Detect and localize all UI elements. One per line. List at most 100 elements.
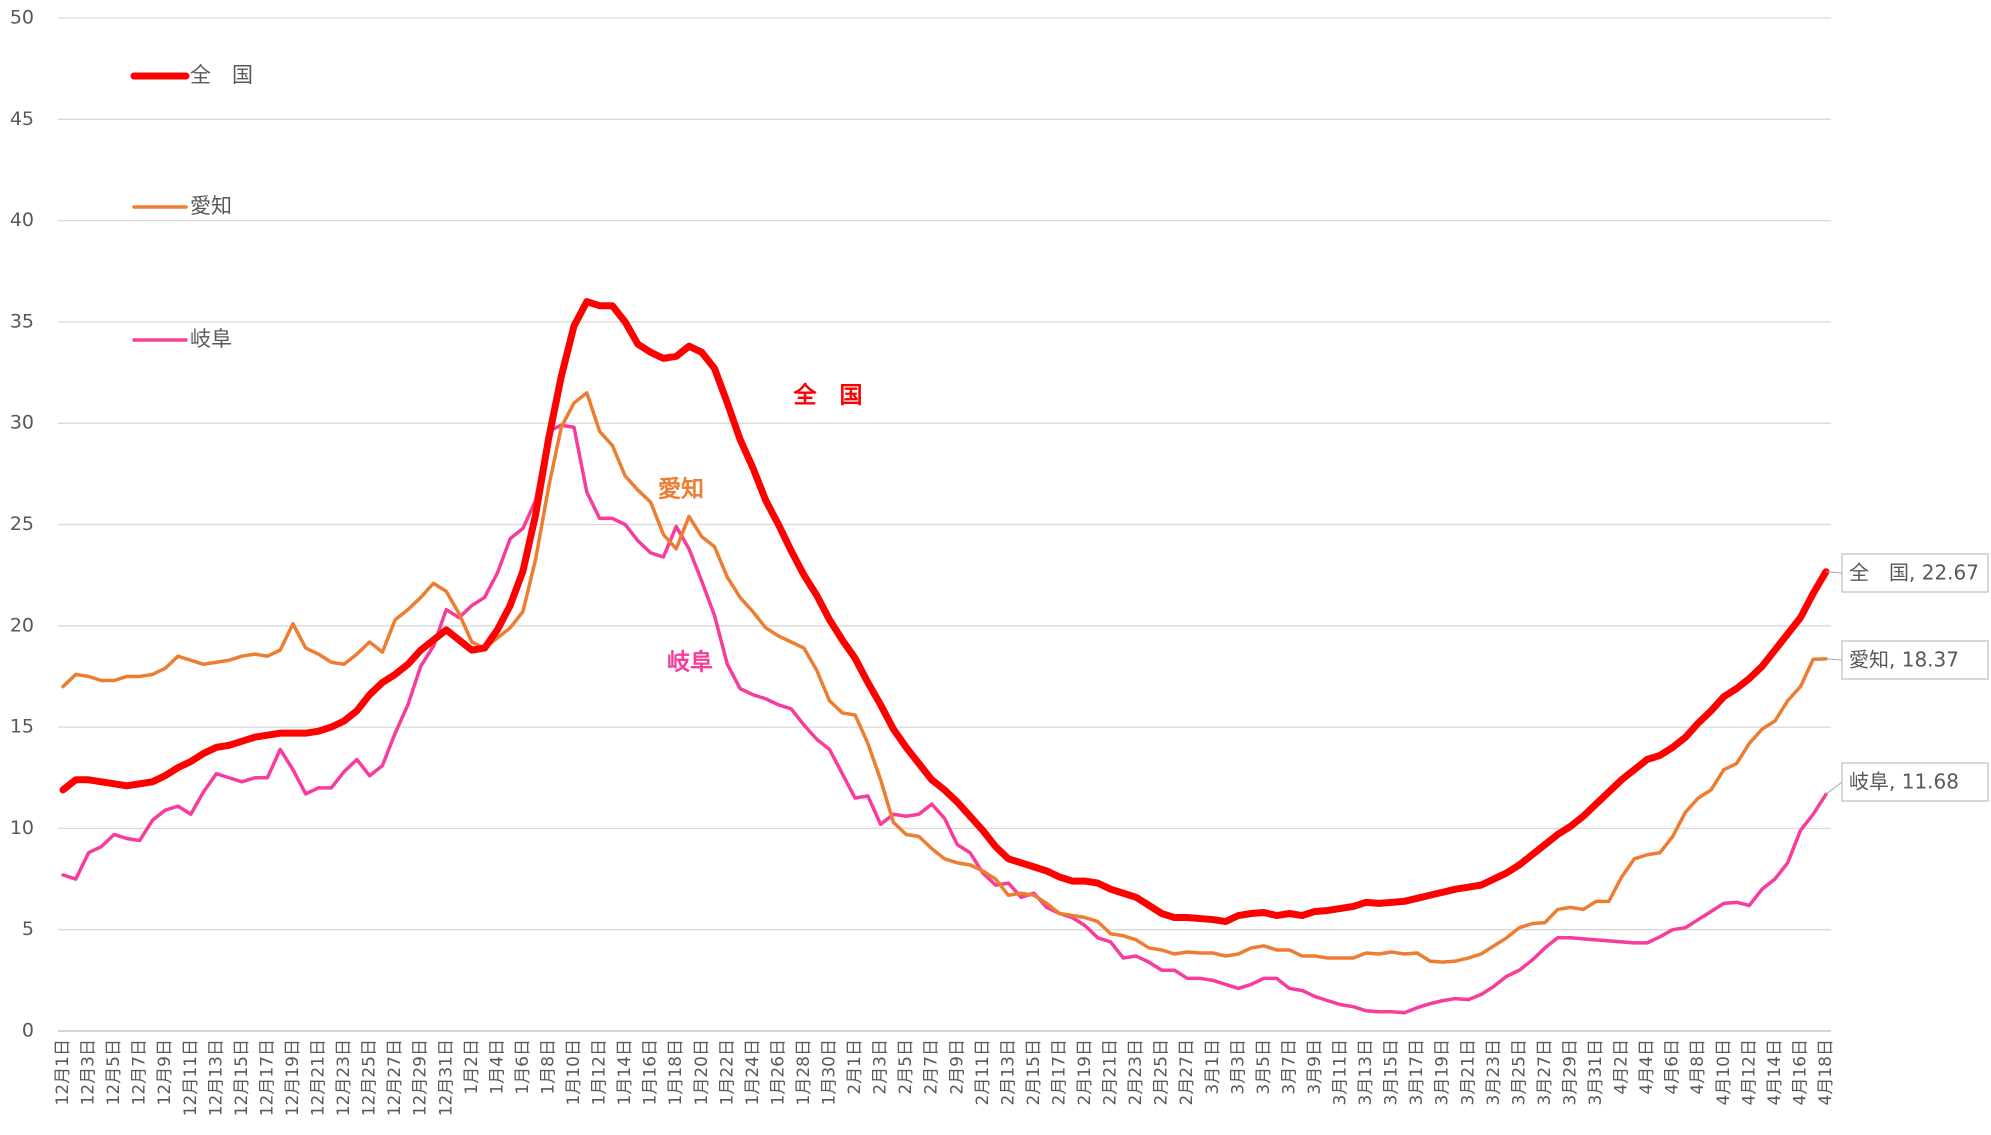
y-tick-label: 50: [10, 7, 34, 29]
x-tick-label: 12月23日: [334, 1039, 354, 1116]
x-tick-label: 2月17日: [1049, 1039, 1069, 1105]
x-tick-label: 3月15日: [1382, 1039, 1402, 1105]
x-tick-label: 1月26日: [768, 1039, 788, 1105]
y-tick-label: 20: [10, 614, 34, 636]
x-tick-label: 1月16日: [641, 1039, 661, 1105]
y-tick-label: 25: [10, 513, 34, 535]
x-tick-label: 12月27日: [385, 1039, 405, 1116]
legend-label: 岐阜: [190, 327, 232, 351]
label-leader: [1825, 658, 1843, 661]
x-tick-label: 3月3日: [1228, 1039, 1248, 1095]
x-tick-label: 2月1日: [845, 1039, 865, 1095]
x-tick-label: 12月9日: [155, 1039, 175, 1105]
x-tick-label: 12月5日: [104, 1039, 124, 1105]
x-tick-label: 2月13日: [998, 1039, 1018, 1105]
y-tick-label: 0: [22, 1020, 34, 1042]
x-tick-label: 1月8日: [538, 1039, 558, 1095]
x-tick-label: 3月21日: [1458, 1039, 1478, 1105]
x-tick-label: 2月25日: [1152, 1039, 1172, 1105]
x-tick-label: 3月11日: [1331, 1039, 1351, 1105]
x-tick-label: 1月24日: [743, 1039, 763, 1105]
data-label: 全 国, 22.67: [1849, 561, 1979, 585]
x-tick-label: 1月20日: [692, 1039, 712, 1105]
y-tick-label: 35: [10, 310, 34, 332]
x-tick-label: 2月11日: [973, 1039, 993, 1105]
x-tick-label: 3月29日: [1560, 1039, 1580, 1105]
x-tick-label: 12月11日: [181, 1039, 201, 1116]
x-tick-label: 1月2日: [462, 1039, 482, 1095]
x-tick-label: 4月10日: [1714, 1039, 1734, 1105]
x-tick-label: 3月31日: [1586, 1039, 1606, 1105]
data-label: 岐阜, 11.68: [1849, 770, 1959, 794]
x-tick-label: 3月5日: [1254, 1039, 1274, 1095]
legend-label: 愛知: [190, 194, 232, 218]
x-tick-label: 4月4日: [1637, 1039, 1657, 1095]
data-label: 愛知, 18.37: [1849, 648, 1959, 672]
y-tick-label: 30: [10, 412, 34, 434]
x-tick-label: 2月21日: [1101, 1039, 1121, 1105]
x-tick-label: 2月23日: [1126, 1039, 1146, 1105]
x-tick-label: 12月1日: [53, 1039, 73, 1105]
y-tick-label: 45: [10, 108, 34, 130]
label-box: [1841, 640, 1989, 680]
y-tick-label: 15: [10, 716, 34, 738]
x-tick-label: 3月19日: [1433, 1039, 1453, 1105]
x-tick-label: 1月4日: [487, 1039, 507, 1095]
x-tick-label: 4月16日: [1790, 1039, 1810, 1105]
x-tick-label: 4月6日: [1663, 1039, 1683, 1095]
label-box: [1841, 762, 1989, 802]
x-tick-label: 1月14日: [615, 1039, 635, 1105]
x-tick-label: 4月8日: [1688, 1039, 1708, 1095]
x-tick-label: 3月13日: [1356, 1039, 1376, 1105]
y-tick-label: 5: [22, 918, 34, 940]
x-tick-label: 4月12日: [1739, 1039, 1759, 1105]
x-tick-label: 2月9日: [947, 1039, 967, 1095]
series-line: [61, 423, 1828, 1015]
x-tick-label: 3月25日: [1509, 1039, 1529, 1105]
x-tick-label: 12月21日: [309, 1039, 329, 1116]
series-annotation: 愛知: [658, 476, 704, 503]
x-tick-label: 12月15日: [232, 1039, 252, 1116]
x-tick-label: 3月1日: [1203, 1039, 1223, 1095]
x-tick-label: 2月27日: [1177, 1039, 1197, 1105]
x-tick-label: 2月7日: [922, 1039, 942, 1095]
x-tick-label: 1月28日: [794, 1039, 814, 1105]
y-tick-label: 40: [10, 209, 34, 231]
x-tick-label: 1月22日: [717, 1039, 737, 1105]
x-tick-label: 1月30日: [820, 1039, 840, 1105]
series-annotation: 全 国: [793, 382, 863, 409]
x-tick-label: 12月7日: [130, 1039, 150, 1105]
series-line: [61, 391, 1828, 964]
x-tick-label: 3月7日: [1279, 1039, 1299, 1095]
x-tick-label: 1月18日: [666, 1039, 686, 1105]
x-tick-label: 12月19日: [283, 1039, 303, 1116]
series-annotation: 岐阜: [667, 649, 713, 676]
x-tick-label: 3月23日: [1484, 1039, 1504, 1105]
x-tick-label: 12月25日: [360, 1039, 380, 1116]
x-tick-label: 2月15日: [1024, 1039, 1044, 1105]
x-tick-label: 12月17日: [257, 1039, 277, 1116]
x-tick-label: 12月31日: [436, 1039, 456, 1116]
x-tick-label: 4月2日: [1612, 1039, 1632, 1095]
x-tick-label: 12月3日: [79, 1039, 99, 1105]
x-tick-label: 2月19日: [1075, 1039, 1095, 1105]
series-line: [59, 298, 1830, 926]
x-tick-label: 3月17日: [1407, 1039, 1427, 1105]
legend-label: 全 国: [190, 63, 253, 87]
x-tick-label: 3月9日: [1305, 1039, 1325, 1095]
label-leader: [1825, 781, 1843, 795]
y-tick-label: 10: [10, 817, 34, 839]
x-tick-label: 2月3日: [871, 1039, 891, 1095]
x-tick-label: 4月14日: [1765, 1039, 1785, 1105]
x-tick-label: 12月13日: [206, 1039, 226, 1116]
x-tick-label: 1月12日: [590, 1039, 610, 1105]
label-box: [1841, 553, 1989, 593]
label-leader: [1825, 571, 1843, 574]
x-tick-label: 1月10日: [564, 1039, 584, 1105]
x-tick-label: 1月6日: [513, 1039, 533, 1095]
x-tick-label: 3月27日: [1535, 1039, 1555, 1105]
x-tick-label: 12月29日: [411, 1039, 431, 1116]
x-tick-label: 4月18日: [1816, 1039, 1836, 1105]
